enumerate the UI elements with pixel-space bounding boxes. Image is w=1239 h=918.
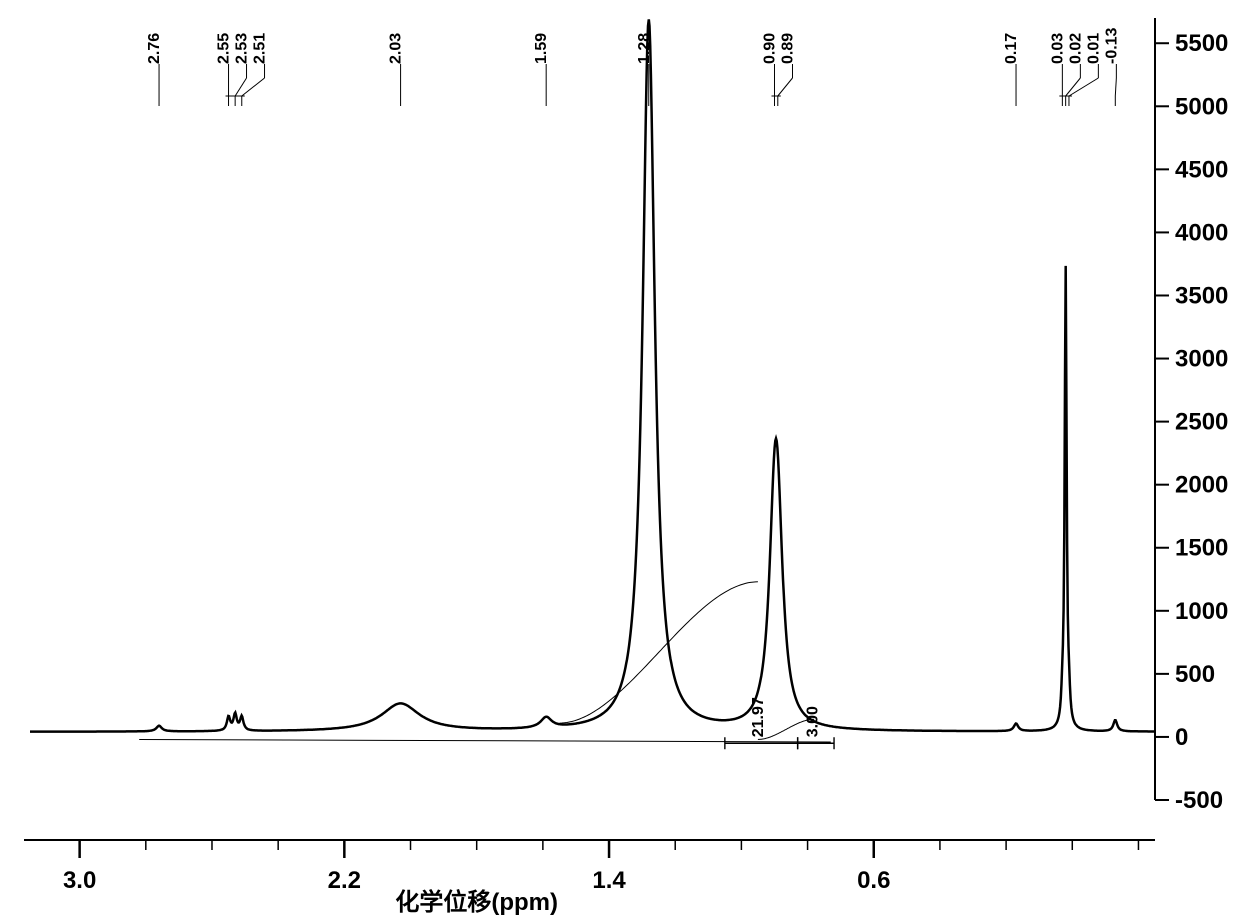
ytick-label: 1000	[1175, 598, 1228, 625]
peak-label: 2.76	[146, 33, 163, 64]
peak-label: 0.01	[1085, 33, 1102, 64]
ytick-label: 3500	[1175, 282, 1228, 309]
ytick-label: -500	[1175, 787, 1223, 814]
peak-label: 0.90	[761, 33, 778, 64]
nmr-spectrum-figure: -500 0 500 1000 1500 2000 2500 3000 3500 4000 4500…	[0, 0, 1239, 918]
peak-label: 1.59	[533, 33, 550, 64]
ytick-label: 0	[1175, 724, 1188, 751]
ytick-label: 2000	[1175, 472, 1228, 499]
peak-label: 1.28	[636, 33, 653, 64]
peak-label: 0.02	[1067, 33, 1084, 64]
ytick-label: 500	[1175, 661, 1215, 688]
peak-label: 0.03	[1049, 33, 1066, 64]
ytick-label: 3000	[1175, 346, 1228, 373]
ytick-label: 4500	[1175, 156, 1228, 183]
peak-label: 2.51	[252, 33, 269, 64]
xtick-label: 2.2	[328, 867, 361, 894]
ytick-label: 5000	[1175, 93, 1228, 120]
peak-label: -0.13	[1103, 27, 1120, 64]
xtick-label: 0.6	[857, 867, 890, 894]
x-axis-label: 化学位移(ppm)	[395, 888, 558, 916]
integral-curve	[559, 582, 758, 723]
spectrum-trace	[30, 19, 1155, 731]
peak-label: 2.53	[234, 33, 251, 64]
integral-label: 21.97	[750, 697, 767, 737]
peak-label: 2.55	[216, 33, 233, 64]
peak-label: 2.03	[388, 33, 405, 64]
xtick-label: 1.4	[592, 867, 626, 894]
ytick-label: 4000	[1175, 219, 1228, 246]
xtick-label: 3.0	[63, 867, 96, 894]
peak-label: 0.89	[779, 33, 796, 64]
ytick-label: 1500	[1175, 535, 1228, 562]
nmr-svg: -500 0 500 1000 1500 2000 2500 3000 3500 4000 4500…	[0, 0, 1239, 918]
baseline-thin	[139, 739, 831, 742]
integral-label: 3.00	[805, 706, 822, 737]
peak-label: 0.17	[1003, 33, 1020, 64]
ytick-label: 5500	[1175, 30, 1228, 57]
ytick-label: 2500	[1175, 409, 1228, 436]
